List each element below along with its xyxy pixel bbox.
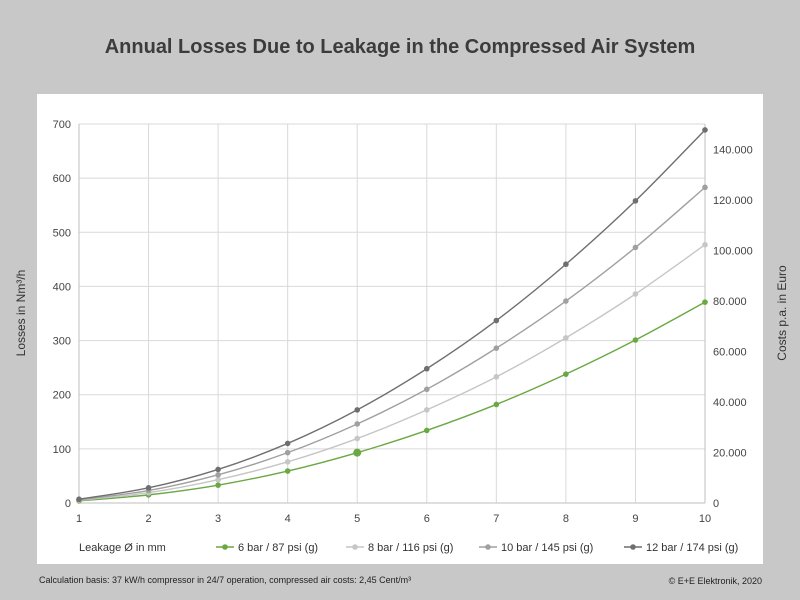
y-tick-label: 100	[53, 444, 71, 456]
x-tick-label: 9	[632, 513, 638, 525]
series-line-2	[78, 244, 706, 501]
data-point	[702, 241, 708, 248]
data-point	[563, 298, 569, 304]
legend-marker	[222, 544, 228, 550]
legend-entry-1: 6 bar / 87 psi (g)	[238, 542, 318, 554]
x-tick-label: 7	[493, 513, 499, 525]
series-line-4	[78, 129, 706, 500]
data-point	[284, 449, 291, 456]
footnote: Calculation basis: 37 kW/h compressor in…	[39, 575, 412, 585]
gridlines	[78, 123, 706, 503]
x-tick-label: 3	[215, 513, 221, 525]
data-point	[563, 261, 569, 268]
data-point	[563, 335, 569, 341]
data-point	[702, 184, 708, 191]
data-point	[284, 468, 291, 474]
data-point	[215, 476, 221, 483]
data-point	[354, 421, 361, 427]
x-tick-label: 1	[76, 513, 82, 525]
data-point	[354, 435, 361, 442]
data-point	[215, 472, 221, 478]
y2-tick-label: 120.000	[713, 195, 753, 207]
data-point	[632, 198, 639, 204]
data-point	[702, 299, 708, 305]
y-tick-label: 600	[53, 173, 71, 185]
data-point	[632, 244, 639, 251]
y2-tick-label: 40.000	[713, 397, 747, 409]
x-tick-label: 8	[563, 513, 569, 525]
y2-tick-label: 60.000	[713, 346, 747, 358]
data-point	[284, 459, 291, 465]
x-tick-label: 10	[699, 513, 711, 525]
data-point	[423, 365, 430, 372]
y-tick-label: 400	[53, 281, 71, 293]
legend-entry-4: 12 bar / 174 psi (g)	[646, 542, 738, 554]
x-tick-label: 5	[354, 513, 360, 525]
series-lines	[76, 127, 708, 504]
legend-entry-2: 8 bar / 116 psi (g)	[368, 542, 453, 554]
data-point	[493, 401, 500, 408]
series-line-3	[78, 186, 706, 501]
y2-axis-label: Costs p.a. in Euro	[775, 265, 789, 361]
x-tick-label: 6	[424, 513, 430, 525]
x-tick-label: 2	[145, 513, 151, 525]
data-point	[284, 440, 291, 447]
data-point	[215, 466, 221, 473]
data-point	[145, 485, 152, 491]
data-point	[493, 374, 500, 380]
y2-tick-label: 80.000	[713, 296, 747, 308]
legend-marker	[485, 544, 491, 550]
y-tick-label: 500	[53, 227, 71, 239]
legend-entry-3: 10 bar / 145 psi (g)	[501, 542, 593, 554]
series-line-1	[78, 301, 706, 502]
legend-marker	[630, 544, 636, 550]
data-point	[563, 371, 569, 377]
data-point	[632, 291, 639, 297]
x-tick-label: 4	[285, 513, 291, 525]
y-tick-label: 300	[53, 336, 71, 348]
legend-marker	[352, 544, 358, 550]
data-point	[632, 337, 639, 343]
data-point	[76, 496, 82, 503]
data-point	[423, 386, 430, 393]
y2-tick-label: 100.000	[713, 245, 753, 257]
y2-tick-label: 0	[713, 498, 719, 510]
legend: 6 bar / 87 psi (g) 8 bar / 116 psi (g) 10 …	[216, 542, 738, 554]
chart-title: Annual Losses Due to Leakage in the Comp…	[104, 36, 696, 58]
data-point	[353, 448, 362, 457]
data-point	[354, 407, 361, 413]
data-point	[215, 482, 221, 488]
data-point	[493, 345, 500, 351]
y2-tick-label: 20.000	[713, 447, 747, 459]
y-tick-label: 700	[53, 119, 71, 131]
axes	[78, 124, 706, 504]
data-point	[423, 427, 430, 434]
data-point	[702, 127, 708, 133]
y2-tick-label: 140.000	[713, 144, 753, 156]
copyright: © E+E Elektronik, 2020	[668, 576, 762, 586]
y-tick-label: 0	[65, 498, 71, 510]
y-axis-label: Losses in Nm³/h	[14, 270, 28, 357]
y-tick-label: 200	[53, 390, 71, 402]
x-axis-label: Leakage Ø in mm	[79, 542, 166, 554]
data-point	[423, 407, 430, 413]
data-point	[493, 317, 500, 324]
